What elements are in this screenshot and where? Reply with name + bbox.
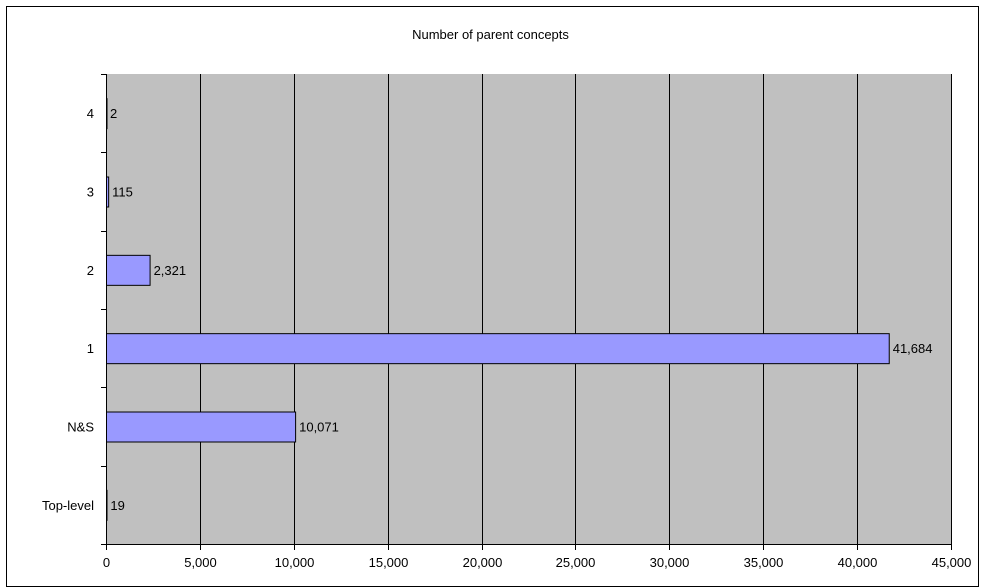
x-tick-label-5: 25,000 [556,555,596,570]
bars [106,98,890,521]
x-tick-label-7: 35,000 [744,555,784,570]
bar-2 [106,333,890,365]
bar-1 [106,411,297,443]
plot-background [106,74,951,544]
x-tick-label-9: 45,000 [932,555,972,570]
data-labels: 19 10,071 41,684 2,321 115 2 [110,106,932,513]
chart-title: Number of parent concepts [412,27,569,42]
x-tick-label-1: 5,000 [184,555,217,570]
data-label-4: 115 [112,185,133,200]
x-tick-label-2: 10,000 [275,555,315,570]
x-tick-label-3: 15,000 [369,555,409,570]
data-label-0: 19 [110,498,124,513]
plot-area [106,74,951,544]
y-tick-label-2: 1 [87,341,94,356]
x-axis-ticks: 0 5,000 10,000 15,000 20,000 25,000 30,000 35,0… [103,544,972,570]
y-tick-label-4: 3 [87,185,94,200]
data-label-2: 41,684 [893,341,933,356]
x-tick-label-0: 0 [103,555,110,570]
data-label-5: 2 [110,106,117,121]
x-tick-label-6: 30,000 [650,555,690,570]
gridlines [200,74,952,544]
y-tick-label-1: N&S [67,420,94,435]
data-label-1: 10,071 [299,420,339,435]
x-tick-label-8: 40,000 [838,555,878,570]
bar-3 [106,254,151,286]
y-axis-ticks: Top-level N&S 1 2 3 4 [42,74,106,545]
y-tick-label-5: 4 [87,106,94,121]
data-label-3: 2,321 [154,263,187,278]
y-tick-label-0: Top-level [42,498,94,513]
axes [106,74,952,545]
y-tick-label-3: 2 [87,263,94,278]
x-tick-label-4: 20,000 [463,555,503,570]
